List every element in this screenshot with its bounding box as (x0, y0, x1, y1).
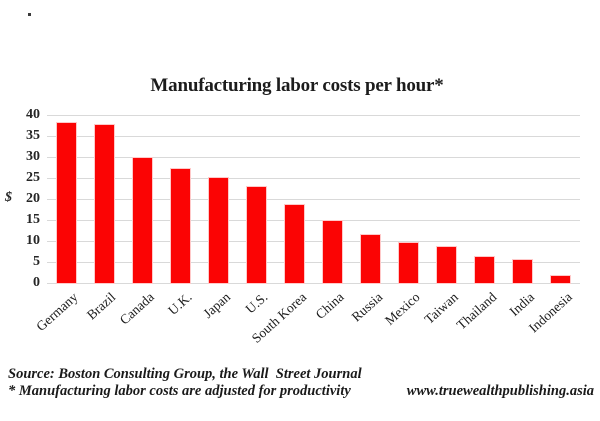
x-label-germany: Germany (33, 289, 81, 335)
gridline-35 (47, 136, 580, 137)
gridline-30 (47, 157, 580, 158)
bar-mexico (399, 243, 419, 283)
chart-title: Manufacturing labor costs per hour* (150, 75, 444, 96)
y-tick-35: 35 (26, 128, 40, 143)
x-label-thailand: Thailand (453, 289, 500, 333)
x-label-india: India (506, 289, 538, 319)
footnote-text: * Manufacturing labor costs are adjusted… (8, 382, 351, 399)
gridline-15 (47, 220, 580, 221)
y-axis-unit-label: $ (5, 190, 12, 205)
bar-japan (208, 178, 228, 283)
x-label-japan: Japan (199, 289, 233, 321)
bar-india (513, 259, 533, 283)
bar-china (323, 221, 343, 283)
y-tick-15: 15 (26, 212, 40, 227)
bar-u-s (246, 187, 266, 283)
x-label-china: China (312, 289, 347, 322)
gridline-40 (47, 115, 580, 116)
bar-indonesia (551, 275, 571, 283)
x-label-u-s: U.S. (242, 289, 271, 317)
bar-brazil (94, 124, 114, 283)
y-tick-0: 0 (33, 275, 40, 290)
source-text: Source: Boston Consulting Group, the Wal… (8, 366, 362, 382)
bar-russia (361, 234, 381, 283)
x-label-russia: Russia (348, 289, 385, 325)
gridline-25 (47, 178, 580, 179)
chart-footer: Source: Boston Consulting Group, the Wal… (8, 366, 594, 399)
bar-u-k (170, 168, 190, 283)
y-tick-40: 40 (26, 107, 40, 122)
y-tick-10: 10 (26, 233, 40, 248)
x-label-canada: Canada (116, 289, 157, 328)
bar-germany (56, 123, 76, 283)
bar-taiwan (437, 246, 457, 283)
y-tick-30: 30 (26, 149, 40, 164)
stray-dot (28, 13, 31, 16)
bar-canada (132, 157, 152, 283)
gridline-0 (47, 283, 580, 284)
y-tick-25: 25 (26, 170, 40, 185)
gridline-5 (47, 262, 580, 263)
bar-south-korea (284, 205, 304, 283)
x-label-mexico: Mexico (382, 289, 424, 329)
y-tick-5: 5 (33, 254, 40, 269)
gridline-20 (47, 199, 580, 200)
x-label-u-k: U.K. (165, 289, 195, 318)
plot-area (47, 115, 580, 284)
x-label-brazil: Brazil (83, 289, 119, 323)
y-tick-20: 20 (26, 191, 40, 206)
gridline-10 (47, 241, 580, 242)
website-url: www.truewealthpublishing.asia (406, 382, 594, 399)
footer-second-line: * Manufacturing labor costs are adjusted… (8, 383, 594, 400)
bar-thailand (475, 256, 495, 283)
